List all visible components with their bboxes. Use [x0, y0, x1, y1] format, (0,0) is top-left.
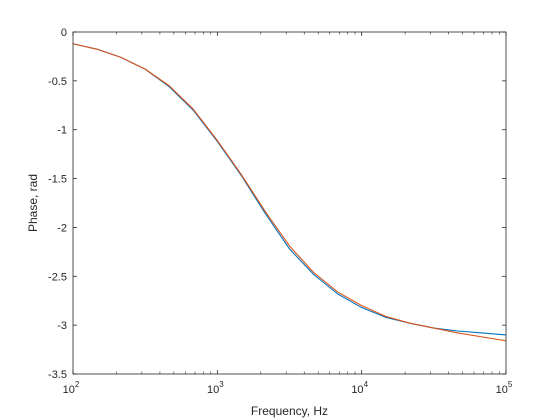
x-tick-label-exponent: 2: [75, 380, 80, 389]
x-tick-label: 103: [207, 380, 224, 396]
y-tick-label: -3: [57, 320, 67, 332]
y-tick-label: 0: [61, 27, 67, 39]
x-tick-label-base: 10: [351, 384, 363, 396]
x-tick-label: 105: [496, 380, 513, 396]
x-axis-label: Frequency, Hz: [251, 404, 328, 418]
plot-area: [73, 32, 506, 374]
y-axis-label: Phase, rad: [26, 174, 40, 232]
y-tick-label: -1.5: [48, 174, 67, 186]
x-tick-label-base: 10: [496, 384, 508, 396]
x-tick-label-exponent: 5: [508, 380, 513, 389]
x-tick-label-base: 10: [63, 384, 75, 396]
x-tick-label: 104: [351, 380, 368, 396]
y-tick-label: -1: [57, 125, 67, 137]
y-tick-label: -3.5: [48, 369, 67, 381]
y-tick-label: -0.5: [48, 76, 67, 88]
y-tick-label: -2: [57, 222, 67, 234]
y-tick-label: -2.5: [48, 271, 67, 283]
x-tick-label: 102: [63, 380, 80, 396]
x-tick-label-base: 10: [207, 384, 219, 396]
x-tick-label-exponent: 4: [364, 380, 369, 389]
x-tick-label-exponent: 3: [219, 380, 224, 389]
